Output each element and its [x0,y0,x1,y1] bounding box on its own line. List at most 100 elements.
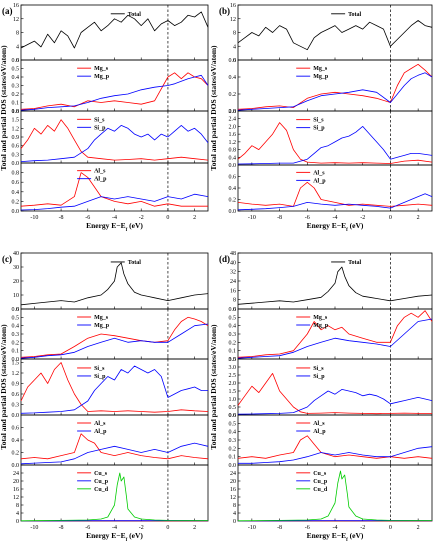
series-line-total [20,11,209,49]
y-tick-label: 24 [230,279,236,285]
x-axis-label: Energy E−Ef (eV) [86,531,143,543]
x-tick-label: -4 [112,215,117,221]
x-tick-label: -10 [30,215,38,221]
x-tick-label: -2 [139,525,144,531]
x-tick-label: -2 [360,215,365,221]
x-axis-label-sub: f [346,538,348,543]
y-tick-label: 0.1 [12,101,20,107]
subplot-al: 0.0 0.2 0.4 0.6 Al_s Al_p [12,414,209,469]
x-tick-label: -8 [59,215,64,221]
series-line-mg_s [237,310,433,358]
y-tick-label: 24 [230,471,236,477]
subplot-frame [20,308,209,360]
y-tick-label: 0.2 [12,451,20,457]
y-tick-label: 0.2 [229,198,237,204]
y-tick-label: 40 [230,260,236,266]
x-axis-label-sub: f [126,538,128,543]
y-tick-label: 4 [233,511,236,517]
x-tick-label: 0 [166,215,169,221]
y-tick-label: 0.0 [12,161,20,167]
y-tick-label: 0.4 [229,75,237,81]
y-tick-label: 0.0 [12,357,20,363]
y-tick-label: 0.3 [229,438,237,444]
series-line-si_s [237,372,432,415]
subplot-frame [20,4,209,61]
x-tick-label: -4 [112,525,117,531]
series-line-mg_s [20,316,209,358]
legend-label: Al_s [94,421,106,427]
y-tick-label: 0.5 [229,315,237,321]
x-tick-label: -2 [360,525,365,531]
legend-label: Al_s [313,421,325,427]
subplot-frame [237,4,433,61]
y-tick-label: 0.0 [229,463,237,469]
subplot-total: 0 4 8 12 16 Total [230,3,433,64]
x-tick-label: -6 [305,525,310,531]
legend-label: Si_p [313,126,325,132]
y-tick-label: 12 [13,495,19,501]
y-tick-label: 0.1 [12,349,20,355]
y-tick-label: 0.0 [12,463,20,469]
y-tick-label: 10 [13,293,19,299]
y-tick-label: 12 [13,17,19,23]
legend-label: Cu_d [313,487,328,493]
y-tick-label: 0.6 [12,307,20,313]
y-tick-label: 0.0 [229,163,237,169]
legend-label: Cu_p [313,479,328,485]
subplot-mg: 0.0 0.1 0.2 0.3 0.4 0.5 0.6 Mg_s Mg_p [12,307,209,363]
series-line-al_p [237,193,433,211]
x-axis-label-sub: f [346,228,348,233]
series-line-total [20,262,209,306]
series-line-si_p [237,126,433,165]
y-tick-label: 0.3 [12,84,20,90]
x-tick-label: -8 [59,525,64,531]
y-tick-label: 0.6 [229,307,237,313]
y-tick-label: 12 [230,495,236,501]
y-tick-label: 12 [230,17,236,23]
subplot-al: 0.0 0.1 0.2 0.3 0.4 0.5 0.6 Al_s Al_p [229,413,433,469]
series-line-si_s [237,122,433,164]
y-tick-label: 20 [230,479,236,485]
legend-label: Al_p [313,429,326,435]
legend-label: Mg_p [313,74,329,80]
y-tick-label: 16 [13,3,19,9]
legend-label: Si_s [94,117,105,123]
subplot-frame [20,464,209,522]
legend-label: Cu_p [94,479,109,485]
y-tick-label: 0.4 [12,324,20,330]
y-tick-label: 0.9 [12,135,20,141]
legend-label: Total [348,12,361,18]
x-axis-label-main: Energy E−E [86,531,126,540]
y-tick-label: 30 [13,265,19,271]
subplot-cu: 0 4 8 12 16 20 24 Cu_s Cu_p Cu_d [230,464,433,525]
subplot-frame [237,252,433,310]
x-tick-label: 0 [389,215,392,221]
series-line-si_p [20,365,208,414]
y-axis-label: Total and partial DOS (states/eV/atom) [0,45,8,171]
y-tick-label: 1.2 [12,126,20,132]
y-axis-label-right-column: Total and partial DOS (states/eV/atom) [209,45,218,171]
y-tick-label: 0.8 [12,171,20,177]
y-axis-label-right-column: Total and partial DOS (states/eV/atom) [209,324,218,450]
y-tick-label: 0 [16,307,19,313]
y-tick-label: 0 [233,519,236,525]
legend-label: Mg_s [94,315,109,321]
legend-label: Cu_d [94,487,109,493]
x-tick-label: -2 [139,215,144,221]
y-tick-label: 16 [13,487,19,493]
y-tick-label: 1.2 [229,140,237,146]
x-tick-label: -10 [248,525,256,531]
y-tick-label: 4 [233,44,236,50]
y-tick-label: 0.0 [229,209,237,215]
y-tick-label: 16 [230,487,236,493]
y-tick-label: 0.1 [229,349,237,355]
series-line-al_p [20,193,209,211]
series-line-si_p [237,388,433,415]
subplot-al: 0.0 0.2 0.4 0.6 0.8 Al_s Al_p [12,162,209,215]
x-axis-label-unit: (eV) [127,221,143,230]
x-axis-label-unit: (eV) [348,221,364,230]
x-tick-label: 2 [193,525,196,531]
x-axis-label: Energy E−Ef (eV) [86,221,143,233]
y-tick-label: 0.4 [12,75,20,81]
